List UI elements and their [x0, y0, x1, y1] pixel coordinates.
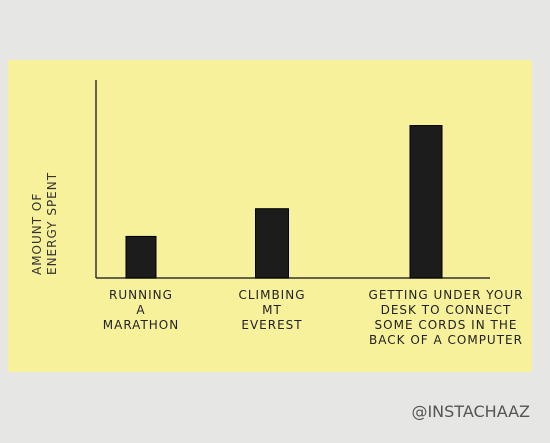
bar: [255, 208, 289, 279]
y-axis-label: AMOUNT OF ENERGY SPENT: [30, 171, 59, 275]
bar: [409, 125, 443, 279]
x-tick-label: CLIMBING MT EVEREST: [238, 288, 306, 332]
x-tick-label: GETTING UNDER YOUR DESK TO CONNECT SOME …: [368, 288, 524, 347]
credit: @INSTACHAAZ: [411, 402, 530, 421]
bar: [125, 235, 157, 279]
x-tick-label: RUNNING A MARATHON: [102, 288, 180, 332]
